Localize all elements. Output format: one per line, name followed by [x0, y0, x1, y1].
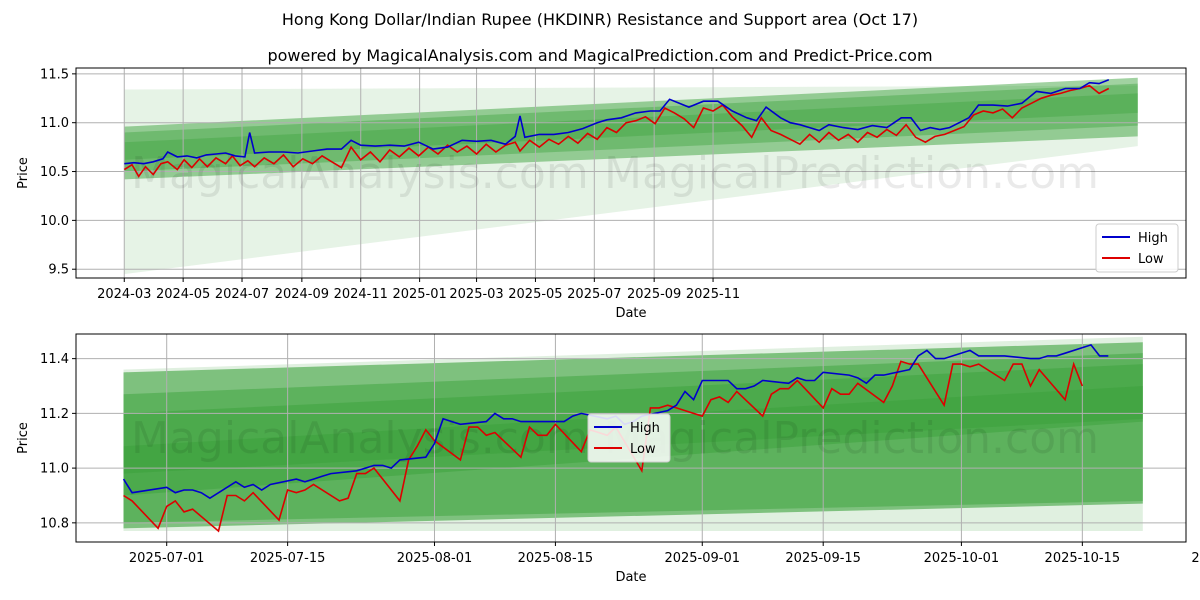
- legend: High Low: [587, 413, 671, 463]
- x-tick-label: 2025-08-01: [397, 551, 473, 566]
- y-tick-label: 11.0: [40, 116, 69, 131]
- watermark-text: MagicalAnalysis.com: [131, 413, 589, 464]
- y-tick-label: 11.0: [40, 462, 69, 477]
- x-tick-label: 2024-09: [275, 287, 329, 302]
- support-resistance-band-4: [124, 93, 1138, 160]
- top-chart: MagicalAnalysis.com MagicalPrediction.com…: [16, 67, 1187, 321]
- x-axis-label: Date: [615, 570, 646, 585]
- x-tick-label: 2025-09-01: [664, 551, 740, 566]
- y-tick-label: 10.5: [40, 165, 69, 180]
- support-resistance-band-2: [124, 77, 1138, 180]
- legend-low-label: Low: [630, 442, 656, 457]
- x-tick-label: 2025-10-15: [1045, 551, 1121, 566]
- x-tick-label: 2025-07: [567, 287, 621, 302]
- y-tick-label: 9.5: [48, 263, 69, 278]
- x-tick-label: 2024-11: [334, 287, 388, 302]
- x-tick-label: 2025-05: [508, 287, 562, 302]
- axes-frame: [75, 67, 1187, 279]
- x-tick-label: 2024-07: [215, 287, 269, 302]
- x-tick-label: 2025-03: [449, 287, 503, 302]
- support-resistance-band-1: [124, 85, 1138, 275]
- x-axis-label: Date: [615, 306, 646, 321]
- y-tick-label: 10.0: [40, 214, 69, 229]
- x-tick-label: 2025-08-15: [518, 551, 594, 566]
- y-axis-label: Price: [16, 157, 31, 189]
- x-tick-label: 2025-09-15: [785, 551, 861, 566]
- x-tick-label: 2025-11-01: [1191, 551, 1200, 566]
- legend: High Low: [1095, 223, 1179, 273]
- bottom-chart: MagicalAnalysis.com MagicalPrediction.com…: [16, 333, 1200, 585]
- watermark-text: MagicalAnalysis.com: [131, 148, 589, 199]
- y-tick-label: 11.2: [40, 407, 69, 422]
- support-resistance-band-3: [124, 83, 1138, 172]
- x-tick-label: 2025-11: [686, 287, 740, 302]
- x-tick-label: 2024-03: [97, 287, 151, 302]
- band-group: [124, 77, 1138, 275]
- low-series-line: [123, 84, 1110, 178]
- chart-title: Hong Kong Dollar/Indian Rupee (HKDINR) R…: [281, 10, 919, 29]
- legend-high-label: High: [1138, 231, 1168, 246]
- watermark-text: MagicalPrediction.com: [604, 413, 1099, 464]
- x-tick-label: 2025-01: [392, 287, 446, 302]
- x-tick-label: 2025-07-01: [129, 551, 205, 566]
- y-tick-label: 11.4: [40, 352, 69, 367]
- x-tick-label: 2024-05: [156, 287, 210, 302]
- x-tick-label: 2025-09: [627, 287, 681, 302]
- high-series-line: [124, 78, 1110, 165]
- chart-subtitle: powered by MagicalAnalysis.com and Magic…: [267, 46, 933, 65]
- x-tick-label: 2025-10-01: [924, 551, 1000, 566]
- x-tick-label: 2025-07-15: [250, 551, 326, 566]
- legend-high-label: High: [630, 421, 660, 436]
- legend-low-label: Low: [1138, 252, 1164, 267]
- y-tick-label: 10.8: [40, 516, 69, 531]
- y-axis-label: Price: [16, 422, 31, 454]
- y-tick-label: 11.5: [40, 67, 69, 82]
- series-group: [123, 78, 1110, 178]
- axes-frame: [75, 333, 1187, 543]
- watermark-text: MagicalPrediction.com: [604, 148, 1099, 199]
